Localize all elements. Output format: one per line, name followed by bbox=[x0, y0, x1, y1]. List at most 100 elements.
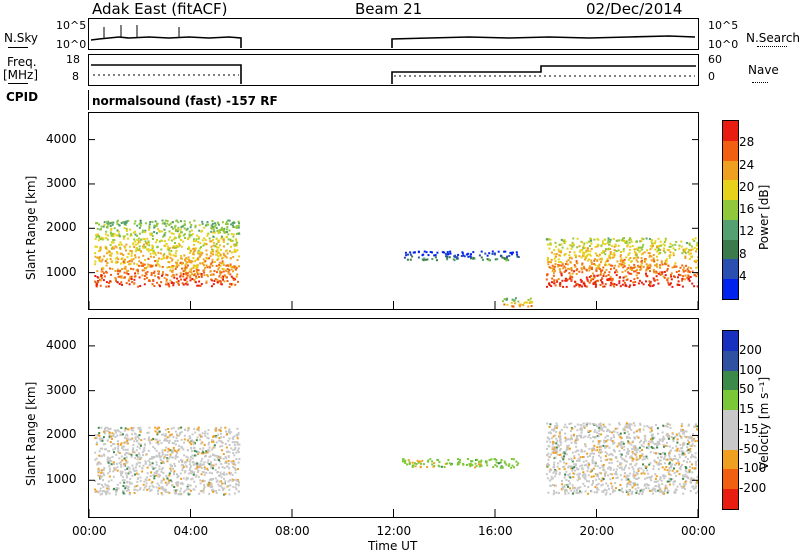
echo-cell bbox=[612, 253, 615, 256]
echo-cell bbox=[235, 488, 238, 491]
echo-cell bbox=[122, 254, 125, 257]
echo-cell bbox=[601, 464, 604, 467]
echo-cell bbox=[567, 444, 570, 447]
echo-cell bbox=[619, 285, 622, 288]
echo-cell bbox=[170, 226, 173, 229]
echo-cell bbox=[623, 427, 626, 429]
echo-cell bbox=[222, 270, 225, 273]
echo-cell bbox=[566, 263, 569, 266]
echo-cell bbox=[194, 431, 197, 434]
echo-cell bbox=[649, 282, 652, 285]
echo-cell bbox=[608, 429, 611, 432]
echo-cell bbox=[104, 491, 107, 494]
echo-cell bbox=[193, 247, 195, 250]
echo-cell bbox=[623, 262, 626, 265]
echo-cell bbox=[179, 262, 182, 264]
echo-cell bbox=[582, 460, 585, 463]
echo-cell bbox=[620, 437, 623, 440]
echo-cell bbox=[157, 475, 160, 478]
echo-cell bbox=[588, 430, 591, 433]
echo-cell bbox=[183, 471, 186, 474]
echo-cell bbox=[693, 273, 696, 276]
echo-cell bbox=[624, 459, 627, 462]
echo-cell bbox=[215, 441, 218, 444]
echo-cell bbox=[673, 457, 676, 460]
echo-cell bbox=[688, 437, 691, 439]
echo-cell bbox=[97, 471, 100, 474]
echo-cell bbox=[156, 427, 159, 430]
echo-cell bbox=[183, 441, 186, 444]
echo-cell bbox=[684, 456, 687, 458]
echo-cell bbox=[596, 446, 599, 449]
echo-cell bbox=[198, 465, 201, 468]
echo-cell bbox=[172, 232, 175, 235]
echo-cell bbox=[115, 234, 118, 237]
echo-cell bbox=[139, 480, 142, 483]
echo-cell bbox=[580, 448, 583, 451]
echo-cell bbox=[113, 463, 115, 466]
echo-cell bbox=[558, 467, 561, 470]
echo-cell bbox=[689, 490, 692, 493]
echo-cell bbox=[648, 238, 651, 240]
echo-cell bbox=[232, 235, 235, 238]
echo-cell bbox=[596, 465, 599, 468]
echo-cell bbox=[556, 465, 559, 468]
echo-cell bbox=[225, 446, 228, 449]
echo-cell bbox=[665, 425, 668, 428]
echo-cell bbox=[500, 466, 503, 469]
echo-cell bbox=[189, 437, 192, 439]
echo-cell bbox=[220, 237, 223, 240]
echo-cell bbox=[693, 455, 696, 458]
echo-cell bbox=[443, 466, 446, 468]
echo-cell bbox=[180, 239, 182, 241]
echo-cell bbox=[205, 452, 208, 454]
echo-cell bbox=[119, 275, 121, 278]
echo-cell bbox=[188, 230, 191, 233]
echo-cell bbox=[571, 451, 574, 454]
echo-cell bbox=[609, 277, 611, 280]
echo-cell bbox=[408, 461, 411, 464]
echo-cell bbox=[441, 251, 444, 254]
echo-cell bbox=[523, 302, 526, 305]
colorbar-tick-label: 50 bbox=[739, 382, 755, 397]
echo-cell bbox=[679, 447, 682, 450]
echo-cell bbox=[651, 441, 654, 444]
echo-cell bbox=[650, 429, 653, 432]
echo-cell bbox=[176, 476, 179, 479]
echo-cell bbox=[168, 474, 171, 477]
echo-cell bbox=[559, 460, 562, 463]
echo-cell bbox=[604, 455, 607, 458]
echo-cell bbox=[94, 245, 97, 248]
echo-cell bbox=[624, 283, 627, 286]
echo-cell bbox=[221, 227, 223, 230]
echo-cell bbox=[192, 240, 195, 243]
echo-cell bbox=[664, 444, 667, 447]
echo-cell bbox=[110, 460, 113, 463]
echo-cell bbox=[552, 472, 555, 474]
echo-cell bbox=[112, 443, 114, 445]
echo-cell bbox=[689, 481, 692, 484]
echo-cell bbox=[611, 256, 614, 259]
echo-cell bbox=[158, 265, 161, 268]
echo-cell bbox=[645, 263, 648, 266]
echo-cell bbox=[212, 273, 215, 276]
echo-cell bbox=[129, 228, 132, 231]
echo-cell bbox=[402, 460, 404, 463]
echo-cell bbox=[190, 223, 193, 226]
echo-cell bbox=[99, 447, 102, 450]
echo-cell bbox=[153, 456, 156, 459]
echo-cell bbox=[205, 243, 208, 246]
echo-cell bbox=[646, 476, 649, 479]
echo-cell bbox=[153, 472, 156, 474]
echo-cell bbox=[594, 464, 597, 467]
echo-cell bbox=[680, 245, 683, 248]
echo-cell bbox=[160, 479, 163, 482]
echo-cell bbox=[235, 483, 238, 486]
echo-cell bbox=[434, 254, 437, 257]
echo-cell bbox=[616, 431, 619, 434]
echo-cell bbox=[669, 466, 672, 469]
echo-cell bbox=[194, 475, 197, 478]
echo-cell bbox=[669, 254, 672, 256]
echo-cell bbox=[690, 267, 692, 270]
echo-cell bbox=[164, 481, 167, 484]
